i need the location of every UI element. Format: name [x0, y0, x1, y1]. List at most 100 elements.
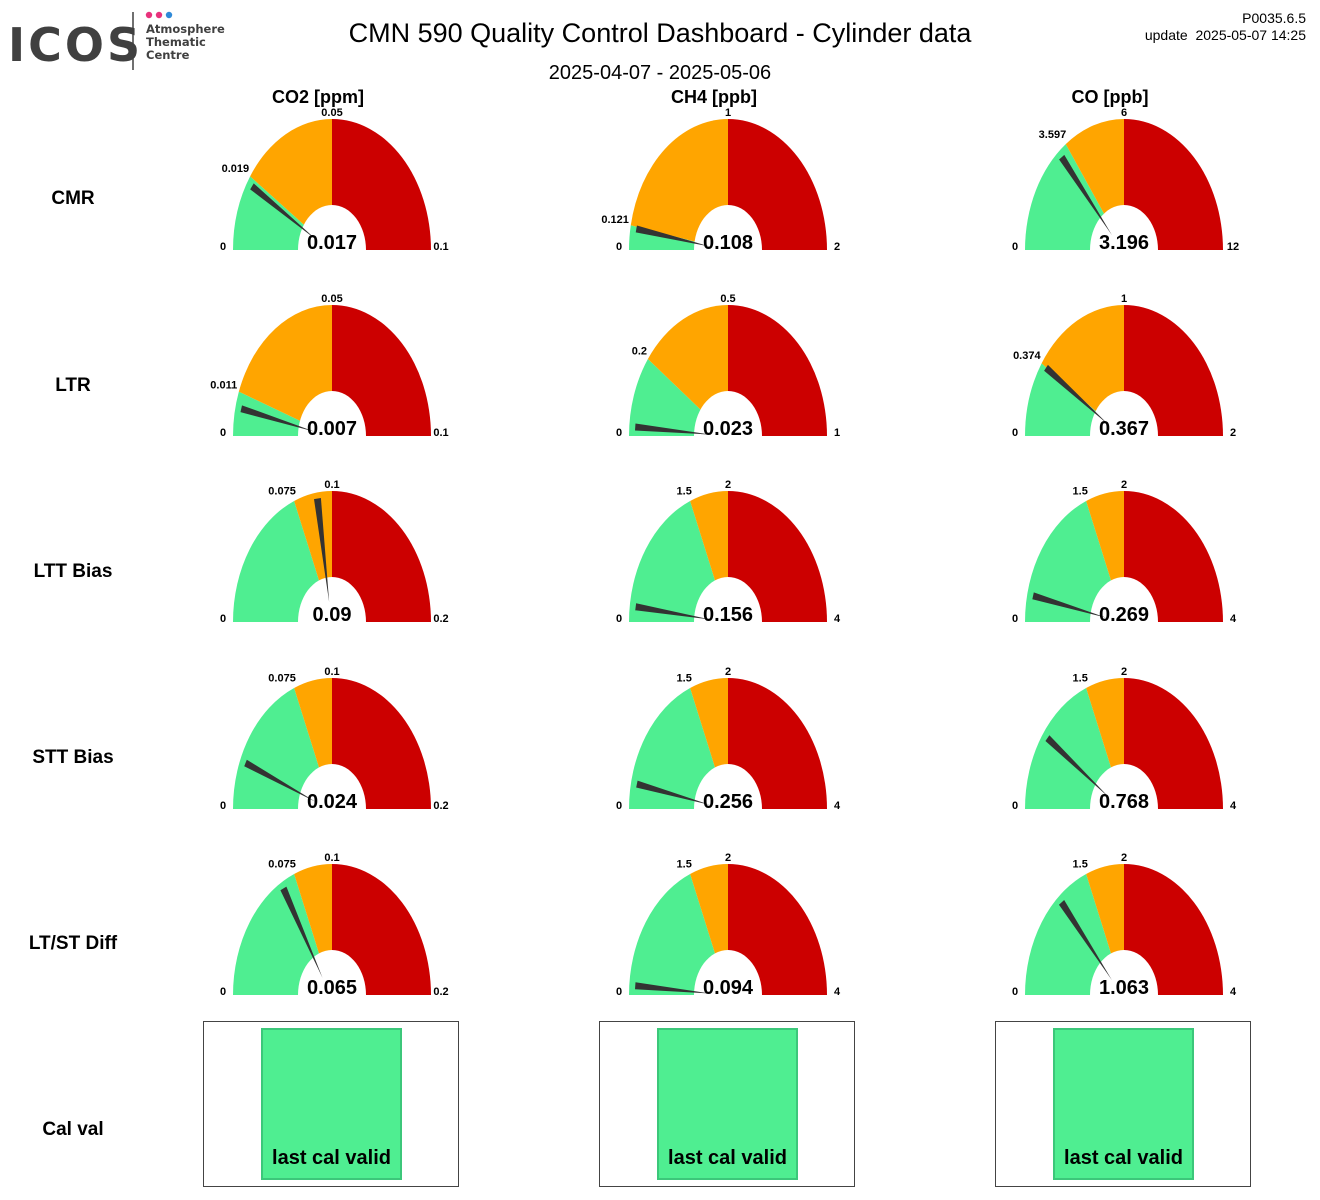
gauge-ltt-bias-co2-ppm-hole: [298, 577, 366, 667]
gauge-cmr-ch4-ppb-min-label: 0: [616, 241, 622, 253]
gauge-cmr-co-ppb-max-label: 12: [1227, 241, 1239, 253]
gauge-lt-st-diff-co-ppb-threshold-label: 1.5: [1073, 858, 1088, 870]
gauge-stt-bias-ch4-ppb-threshold-label: 1.5: [677, 672, 692, 684]
gauge-lt-st-diff-ch4-ppb: 0 4 2 1.5 0.094: [616, 852, 841, 1010]
gauge-ltr-co2-ppm-min-label: 0: [220, 427, 226, 439]
version-label: P0035.6.5: [1242, 10, 1306, 26]
gauge-cmr-co2-ppm-warn-label: 0.05: [321, 107, 342, 119]
gauge-ltt-bias-ch4-ppb-warn-label: 2: [725, 479, 731, 491]
gauge-ltr-co-ppb-hole: [1090, 391, 1158, 481]
gauge-cmr-co2-ppm-needle: [250, 183, 317, 240]
cal-status-indicator-co: last cal valid: [1053, 1028, 1194, 1180]
gauge-ltr-ch4-ppb-threshold-label: 0.2: [632, 345, 647, 357]
gauge-ltr-co-ppb-threshold-label: 0.374: [1013, 350, 1041, 362]
gauge-ltr-ch4-ppb-max-label: 1: [834, 427, 840, 439]
gauge-lt-st-diff-ch4-ppb-threshold-label: 1.5: [677, 858, 692, 870]
gauge-ltt-bias-ch4-ppb-max-label: 4: [834, 613, 841, 625]
gauge-ltt-bias-co-ppb-warn-label: 2: [1121, 479, 1127, 491]
gauge-lt-st-diff-ch4-ppb-max-label: 4: [834, 986, 841, 998]
gauge-ltt-bias-ch4-ppb-red-zone: [728, 491, 827, 622]
gauge-ltt-bias-ch4-ppb-hole: [694, 577, 762, 667]
gauge-ltr-co2-ppm-value-label: 0.007: [307, 418, 357, 440]
cal-status-text-co: last cal valid: [1064, 1147, 1183, 1169]
gauge-ltr-ch4-ppb-warn-label: 0.5: [720, 293, 735, 305]
gauge-lt-st-diff-ch4-ppb-needle: [634, 982, 711, 994]
gauge-cmr-co-ppb-value-label: 3.196: [1099, 232, 1149, 254]
gauge-stt-bias-co2-ppm: 0 0.2 0.1 0.075 0.024: [220, 666, 449, 854]
gauge-ltt-bias-co-ppb-red-zone: [1124, 491, 1223, 622]
gauge-ltr-co-ppb-red-zone: [1124, 305, 1223, 436]
gauge-cmr-co2-ppm-red-zone: [332, 119, 431, 250]
gauge-ltr-ch4-ppb-value-label: 0.023: [703, 418, 753, 440]
gauge-stt-bias-ch4-ppb-red-zone: [728, 678, 827, 809]
column-header-co2: CO2 [ppm]: [272, 87, 364, 107]
gauge-cmr-co2-ppm-value-label: 0.017: [307, 232, 357, 254]
gauge-stt-bias-ch4-ppb-hole: [694, 764, 762, 854]
gauge-ltt-bias-co2-ppm-needle: [313, 497, 330, 603]
gauge-ltr-co2-ppm-threshold-label: 0.011: [210, 380, 237, 392]
gauge-ltr-co-ppb: 0 2 1 0.374 0.367: [1012, 293, 1236, 481]
gauge-ltr-co2-ppm-max-label: 0.1: [433, 427, 448, 439]
gauge-lt-st-diff-co-ppb-min-label: 0: [1012, 986, 1018, 998]
gauge-ltr-co-ppb-min-label: 0: [1012, 427, 1018, 439]
update-timestamp: update 2025-05-07 14:25: [1144, 27, 1306, 43]
logo-subtitle-line-1: Atmosphere: [146, 22, 225, 36]
gauge-ltr-co-ppb-warn-label: 1: [1121, 293, 1127, 305]
gauge-stt-bias-co2-ppm-warn-label: 0.1: [324, 666, 339, 678]
gauge-lt-st-diff-co2-ppm-max-label: 0.2: [433, 986, 448, 998]
gauge-ltt-bias-co-ppb-max-label: 4: [1230, 613, 1237, 625]
logo-dot-1: [145, 11, 153, 19]
gauge-stt-bias-co2-ppm-min-label: 0: [220, 800, 226, 812]
cal-box-co2: last cal valid: [203, 1021, 459, 1187]
date-range: 2025-04-07 - 2025-05-06: [548, 62, 772, 84]
gauge-lt-st-diff-co2-ppm-red-zone: [332, 864, 431, 995]
gauge-lt-st-diff-co2-ppm-threshold-label: 0.075: [268, 858, 296, 870]
logo-subtitle-line-3: Centre: [146, 48, 190, 62]
gauge-stt-bias-co-ppb-warn-label: 2: [1121, 666, 1127, 678]
gauge-stt-bias-ch4-ppb-needle: [636, 780, 711, 806]
gauge-ltt-bias-ch4-ppb: 0 4 2 1.5 0.156: [616, 479, 841, 667]
gauge-stt-bias-co2-ppm-needle: [244, 759, 316, 802]
gauge-cmr-co-ppb-threshold-label: 3.597: [1039, 129, 1067, 141]
gauge-ltr-co2-ppm-needle: [240, 405, 315, 432]
gauge-ltt-bias-co-ppb-min-label: 0: [1012, 613, 1018, 625]
gauge-ltr-co2-ppm-hole: [298, 391, 366, 481]
cal-status-text-co2: last cal valid: [272, 1147, 391, 1169]
gauge-ltt-bias-co-ppb-hole: [1090, 577, 1158, 667]
gauge-ltt-bias-ch4-ppb-min-label: 0: [616, 613, 622, 625]
gauge-lt-st-diff-co-ppb-needle: [1058, 899, 1112, 981]
gauge-ltr-ch4-ppb-min-label: 0: [616, 427, 622, 439]
gauge-cmr-ch4-ppb: 0 2 1 0.121 0.108: [601, 107, 840, 295]
gauge-stt-bias-co-ppb-min-label: 0: [1012, 800, 1018, 812]
gauge-cmr-ch4-ppb-orange-zone: [630, 119, 728, 250]
row-label-cal-val: Cal val: [42, 1119, 104, 1140]
gauge-lt-st-diff-co-ppb-red-zone: [1124, 864, 1223, 995]
cal-status-text-ch4: last cal valid: [668, 1147, 787, 1169]
gauge-stt-bias-co-ppb-threshold-label: 1.5: [1073, 672, 1088, 684]
gauge-ltr-ch4-ppb-red-zone: [728, 305, 827, 436]
gauge-ltr-co2-ppm-warn-label: 0.05: [321, 293, 342, 305]
row-label-ltr: LTR: [55, 375, 91, 396]
gauge-cmr-co2-ppm-min-label: 0: [220, 241, 226, 253]
gauge-cmr-co2-ppm-max-label: 0.1: [433, 241, 448, 253]
cal-box-co: last cal valid: [995, 1021, 1251, 1187]
gauge-lt-st-diff-co2-ppm-hole: [298, 950, 366, 1010]
gauge-stt-bias-co-ppb-value-label: 0.768: [1099, 791, 1149, 813]
gauge-ltt-bias-co-ppb: 0 4 2 1.5 0.269: [1012, 479, 1237, 667]
gauge-lt-st-diff-co-ppb-hole: [1090, 950, 1158, 1010]
gauge-stt-bias-co-ppb-red-zone: [1124, 678, 1223, 809]
gauge-ltt-bias-co2-ppm-threshold-label: 0.075: [268, 485, 296, 497]
gauge-ltr-ch4-ppb-hole: [694, 391, 762, 481]
gauge-cmr-ch4-ppb-warn-label: 1: [725, 107, 731, 119]
gauge-lt-st-diff-co2-ppm: 0 0.2 0.1 0.075 0.065: [220, 852, 449, 1010]
gauge-stt-bias-co2-ppm-red-zone: [332, 678, 431, 809]
gauge-cmr-ch4-ppb-hole: [694, 205, 762, 295]
gauge-lt-st-diff-ch4-ppb-min-label: 0: [616, 986, 622, 998]
gauge-stt-bias-co2-ppm-max-label: 0.2: [433, 800, 448, 812]
gauge-cmr-ch4-ppb-needle: [635, 225, 711, 247]
logo-subtitle-line-2: Thematic: [146, 35, 206, 49]
gauge-cmr-ch4-ppb-red-zone: [728, 119, 827, 250]
gauge-ltt-bias-co-ppb-threshold-label: 1.5: [1073, 485, 1088, 497]
gauge-cmr-co-ppb: 0 12 6 3.597 3.196: [1012, 107, 1239, 295]
row-label-stt-bias: STT Bias: [32, 747, 114, 768]
